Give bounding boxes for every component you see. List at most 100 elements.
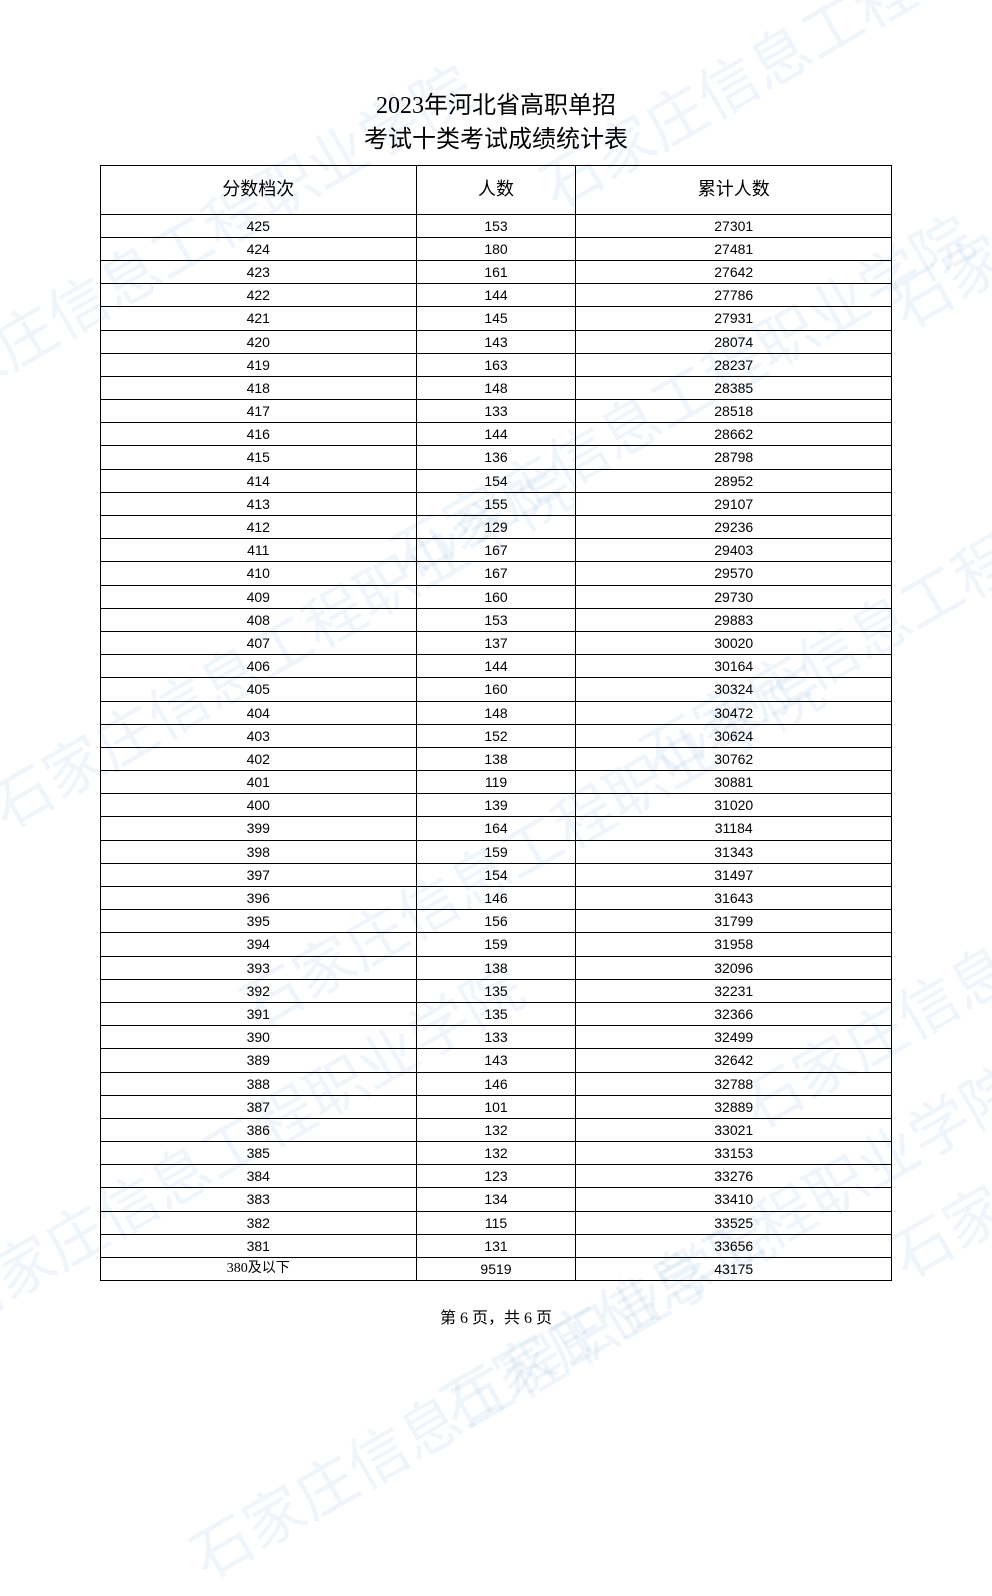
cell-count: 161 bbox=[416, 260, 576, 283]
cell-score: 415 bbox=[101, 446, 417, 469]
cell-score: 400 bbox=[101, 794, 417, 817]
table-header-row: 分数档次 人数 累计人数 bbox=[101, 166, 892, 214]
table-row: 38710132889 bbox=[101, 1095, 892, 1118]
table-row: 40315230624 bbox=[101, 724, 892, 747]
col-count: 人数 bbox=[416, 166, 576, 214]
cell-count: 144 bbox=[416, 655, 576, 678]
cell-total: 30762 bbox=[576, 747, 892, 770]
table-row: 42418027481 bbox=[101, 237, 892, 260]
cell-count: 159 bbox=[416, 933, 576, 956]
table-row: 380及以下951943175 bbox=[101, 1258, 892, 1281]
cell-total: 30020 bbox=[576, 631, 892, 654]
cell-count: 135 bbox=[416, 979, 576, 1002]
cell-score: 406 bbox=[101, 655, 417, 678]
cell-total: 28237 bbox=[576, 353, 892, 376]
cell-score: 388 bbox=[101, 1072, 417, 1095]
table-row: 39614631643 bbox=[101, 887, 892, 910]
cell-score: 409 bbox=[101, 585, 417, 608]
cell-count: 133 bbox=[416, 1026, 576, 1049]
cell-count: 101 bbox=[416, 1095, 576, 1118]
cell-total: 31958 bbox=[576, 933, 892, 956]
table-row: 39415931958 bbox=[101, 933, 892, 956]
cell-count: 132 bbox=[416, 1118, 576, 1141]
cell-total: 32499 bbox=[576, 1026, 892, 1049]
cell-score: 411 bbox=[101, 539, 417, 562]
cell-total: 32642 bbox=[576, 1049, 892, 1072]
cell-count: 154 bbox=[416, 469, 576, 492]
table-row: 40815329883 bbox=[101, 608, 892, 631]
cell-count: 131 bbox=[416, 1234, 576, 1257]
cell-score: 383 bbox=[101, 1188, 417, 1211]
table-row: 38211533525 bbox=[101, 1211, 892, 1234]
cell-score: 407 bbox=[101, 631, 417, 654]
cell-count: 145 bbox=[416, 307, 576, 330]
cell-total: 32231 bbox=[576, 979, 892, 1002]
cell-score: 408 bbox=[101, 608, 417, 631]
cell-count: 146 bbox=[416, 887, 576, 910]
table-row: 42515327301 bbox=[101, 214, 892, 237]
table-row: 40414830472 bbox=[101, 701, 892, 724]
cell-count: 129 bbox=[416, 516, 576, 539]
table-row: 40614430164 bbox=[101, 655, 892, 678]
cell-total: 27301 bbox=[576, 214, 892, 237]
cell-score: 380及以下 bbox=[101, 1258, 417, 1281]
cell-total: 32788 bbox=[576, 1072, 892, 1095]
table-row: 38412333276 bbox=[101, 1165, 892, 1188]
cell-score: 410 bbox=[101, 562, 417, 585]
cell-score: 423 bbox=[101, 260, 417, 283]
table-body: 4251532730142418027481423161276424221442… bbox=[101, 214, 892, 1281]
table-row: 38914332642 bbox=[101, 1049, 892, 1072]
cell-total: 27642 bbox=[576, 260, 892, 283]
cell-count: 159 bbox=[416, 840, 576, 863]
cell-count: 136 bbox=[416, 446, 576, 469]
table-row: 39313832096 bbox=[101, 956, 892, 979]
cell-score: 382 bbox=[101, 1211, 417, 1234]
cell-count: 164 bbox=[416, 817, 576, 840]
table-row: 39013332499 bbox=[101, 1026, 892, 1049]
cell-score: 385 bbox=[101, 1142, 417, 1165]
cell-score: 404 bbox=[101, 701, 417, 724]
cell-score: 393 bbox=[101, 956, 417, 979]
cell-score: 390 bbox=[101, 1026, 417, 1049]
cell-total: 33656 bbox=[576, 1234, 892, 1257]
table-row: 42214427786 bbox=[101, 284, 892, 307]
score-table: 分数档次 人数 累计人数 425153273014241802748142316… bbox=[100, 165, 892, 1281]
cell-score: 419 bbox=[101, 353, 417, 376]
cell-total: 30881 bbox=[576, 771, 892, 794]
cell-total: 29236 bbox=[576, 516, 892, 539]
cell-total: 28518 bbox=[576, 400, 892, 423]
title-line-2: 考试十类考试成绩统计表 bbox=[100, 124, 892, 158]
cell-total: 28074 bbox=[576, 330, 892, 353]
cell-score: 421 bbox=[101, 307, 417, 330]
cell-total: 33153 bbox=[576, 1142, 892, 1165]
cell-count: 167 bbox=[416, 539, 576, 562]
cell-score: 420 bbox=[101, 330, 417, 353]
cell-score: 414 bbox=[101, 469, 417, 492]
table-row: 40713730020 bbox=[101, 631, 892, 654]
cell-count: 138 bbox=[416, 747, 576, 770]
cell-total: 29107 bbox=[576, 492, 892, 515]
cell-count: 138 bbox=[416, 956, 576, 979]
cell-count: 9519 bbox=[416, 1258, 576, 1281]
cell-count: 139 bbox=[416, 794, 576, 817]
table-row: 40916029730 bbox=[101, 585, 892, 608]
cell-count: 155 bbox=[416, 492, 576, 515]
cell-score: 401 bbox=[101, 771, 417, 794]
table-row: 40013931020 bbox=[101, 794, 892, 817]
table-row: 41814828385 bbox=[101, 376, 892, 399]
table-row: 39815931343 bbox=[101, 840, 892, 863]
cell-score: 399 bbox=[101, 817, 417, 840]
cell-score: 381 bbox=[101, 1234, 417, 1257]
cell-total: 28952 bbox=[576, 469, 892, 492]
cell-score: 386 bbox=[101, 1118, 417, 1141]
cell-total: 33276 bbox=[576, 1165, 892, 1188]
table-row: 41713328518 bbox=[101, 400, 892, 423]
cell-score: 387 bbox=[101, 1095, 417, 1118]
cell-total: 27931 bbox=[576, 307, 892, 330]
cell-total: 30324 bbox=[576, 678, 892, 701]
cell-total: 28798 bbox=[576, 446, 892, 469]
cell-count: 132 bbox=[416, 1142, 576, 1165]
cell-total: 31343 bbox=[576, 840, 892, 863]
cell-score: 405 bbox=[101, 678, 417, 701]
cell-score: 422 bbox=[101, 284, 417, 307]
